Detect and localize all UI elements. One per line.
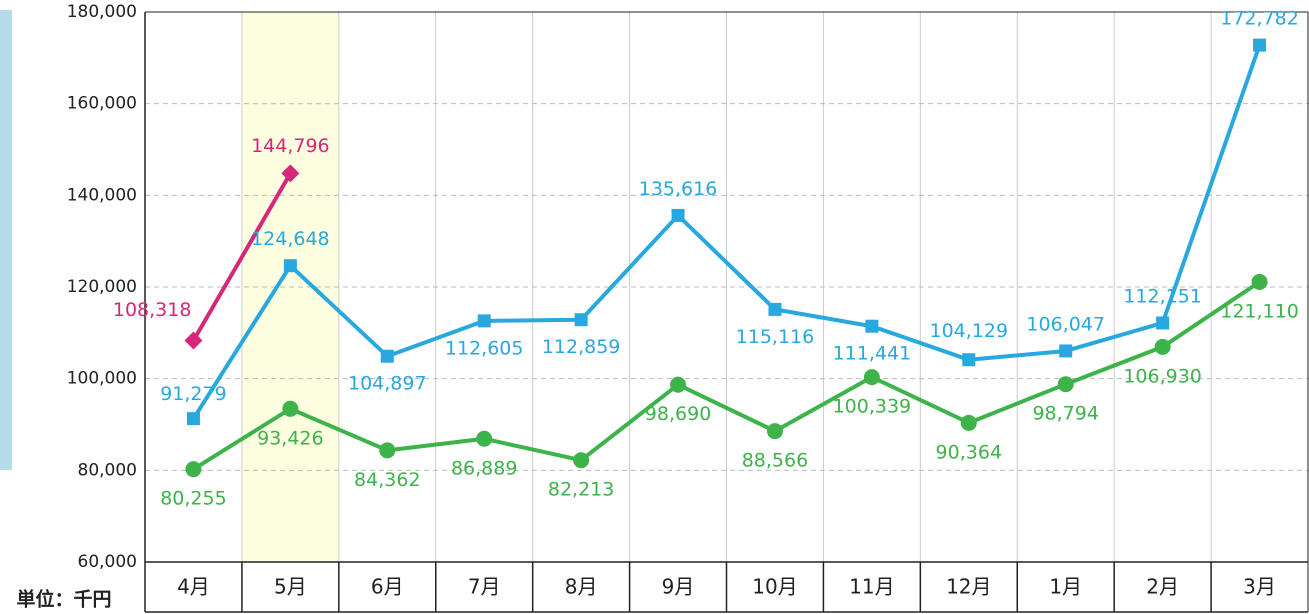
marker (1253, 38, 1267, 52)
y-tick-label: 180,000 (67, 2, 137, 22)
marker (960, 414, 977, 431)
value-label: 112,605 (445, 337, 524, 359)
y-tick-label: 120,000 (67, 277, 137, 297)
marker (671, 208, 685, 222)
value-label: 100,339 (833, 396, 912, 418)
value-label: 98,690 (645, 403, 711, 425)
x-tick-label: 3月 (1243, 575, 1276, 599)
series-line (191, 44, 1262, 420)
marker (184, 331, 203, 350)
x-tick-label: 4月 (177, 575, 210, 599)
value-label: 84,362 (354, 469, 420, 491)
y-tick-label: 160,000 (67, 94, 137, 114)
marker (1251, 273, 1268, 290)
marker (379, 442, 396, 459)
x-tick-label: 1月 (1049, 575, 1082, 599)
series-line (191, 172, 293, 342)
x-tick-label: 11月 (849, 575, 894, 599)
marker (283, 259, 297, 273)
marker (282, 400, 299, 417)
x-tick-label: 7月 (468, 575, 501, 599)
x-tick-label: 8月 (565, 575, 598, 599)
x-tick-label: 10月 (752, 575, 797, 599)
marker (281, 164, 300, 183)
marker (186, 412, 200, 426)
value-label: 111,441 (833, 343, 912, 365)
x-tick-label: 9月 (662, 575, 695, 599)
value-label: 115,116 (736, 326, 815, 348)
value-label: 112,859 (542, 336, 621, 358)
value-label: 172,782 (1220, 8, 1299, 30)
value-label: 88,566 (742, 450, 808, 472)
x-tick-label: 6月 (371, 575, 404, 599)
marker (1154, 338, 1171, 355)
marker (962, 353, 976, 367)
value-label: 124,648 (251, 228, 330, 250)
side-strip (0, 10, 12, 470)
value-label: 144,796 (251, 135, 330, 157)
unit-label: 単位：千円 (16, 588, 111, 611)
value-label: 91,279 (160, 383, 226, 405)
marker (477, 314, 491, 328)
value-label: 112,151 (1123, 285, 1202, 307)
marker (573, 452, 590, 469)
x-tick-label: 2月 (1146, 575, 1179, 599)
y-tick-label: 100,000 (67, 369, 137, 389)
marker (670, 376, 687, 393)
value-label: 90,364 (936, 441, 1002, 463)
marker (380, 349, 394, 363)
value-label: 80,255 (160, 488, 226, 510)
x-tick-label: 5月 (274, 575, 307, 599)
value-label: 135,616 (639, 178, 718, 200)
marker (476, 430, 493, 447)
y-tick-label: 80,000 (78, 460, 137, 480)
value-label: 108,318 (113, 299, 192, 321)
y-tick-label: 60,000 (78, 552, 137, 572)
value-label: 93,426 (257, 427, 323, 449)
marker (865, 319, 879, 333)
marker (766, 423, 783, 440)
value-label: 104,129 (930, 320, 1009, 342)
y-tick-label: 140,000 (67, 185, 137, 205)
marker (185, 461, 202, 478)
marker (574, 313, 588, 327)
marker (768, 302, 782, 316)
marker (1057, 376, 1074, 393)
value-label: 106,930 (1123, 365, 1202, 387)
value-label: 106,047 (1026, 313, 1105, 335)
value-label: 82,213 (548, 479, 614, 501)
x-tick-label: 12月 (946, 575, 991, 599)
value-label: 104,897 (348, 373, 427, 395)
marker (1059, 344, 1073, 358)
value-label: 121,110 (1220, 300, 1299, 322)
marker (1156, 316, 1170, 330)
value-label: 86,889 (451, 457, 517, 479)
value-label: 98,794 (1032, 403, 1098, 425)
series-line (192, 280, 1261, 471)
marker (863, 369, 880, 386)
